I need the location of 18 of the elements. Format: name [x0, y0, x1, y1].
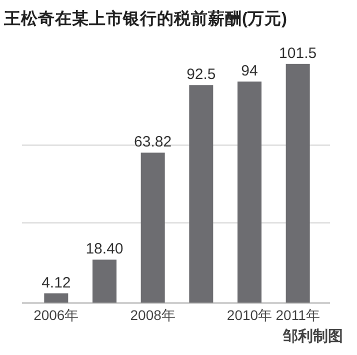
text: 邹利制图	[282, 328, 343, 345]
x-tick-label: 2011年	[276, 307, 320, 323]
bar	[140, 152, 165, 303]
bar	[92, 260, 116, 303]
x-tick-label: 2008年	[130, 307, 176, 323]
data-label: 101.5	[279, 44, 317, 62]
bar	[44, 293, 68, 303]
bar	[189, 85, 214, 303]
x-tick-label: 2010年	[226, 307, 272, 323]
data-label: 4.12	[42, 274, 71, 292]
data-label: 63.82	[134, 134, 172, 151]
data-label: 94	[241, 62, 258, 80]
x-tick-label: 2006年	[34, 307, 79, 323]
chart-title: 王松奇在某上市银行的税前薪酬(万元)	[3, 9, 287, 28]
data-label: 92.5	[186, 66, 216, 84]
bar	[238, 82, 262, 303]
data-label: 18.40	[86, 240, 124, 258]
bar	[286, 64, 310, 303]
